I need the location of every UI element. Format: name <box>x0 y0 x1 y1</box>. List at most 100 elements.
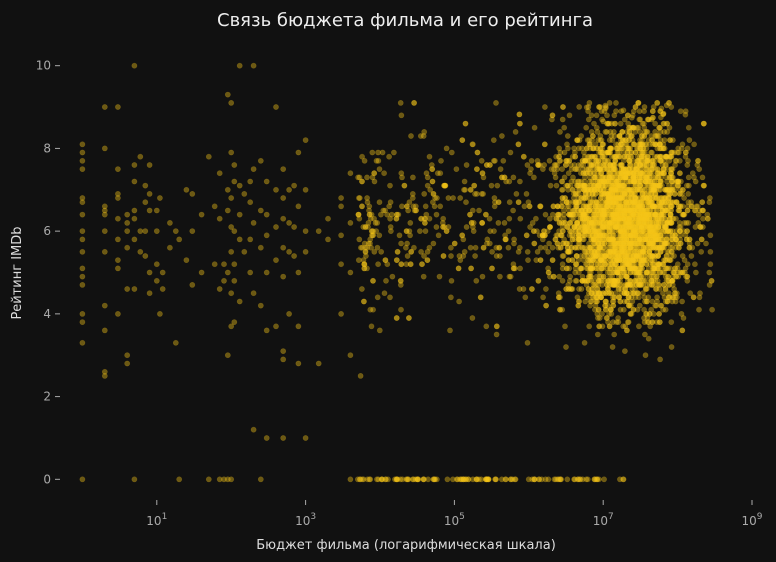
data-point <box>221 277 227 284</box>
data-point <box>540 294 546 301</box>
data-point <box>600 273 607 280</box>
data-point <box>358 286 365 292</box>
data-point <box>609 153 615 160</box>
data-point <box>620 107 627 114</box>
data-point <box>701 120 707 127</box>
data-point <box>643 224 650 230</box>
data-point <box>621 211 628 218</box>
data-point <box>578 265 585 272</box>
data-point <box>115 236 121 243</box>
data-point <box>369 149 376 156</box>
data-point <box>561 124 568 131</box>
data-point <box>696 166 703 172</box>
data-point <box>612 207 619 214</box>
data-point <box>470 219 477 226</box>
data-point <box>375 149 381 156</box>
data-point <box>79 199 86 206</box>
data-point <box>399 174 405 181</box>
data-point <box>273 186 279 193</box>
data-point <box>665 195 672 201</box>
data-point <box>591 174 598 181</box>
data-point <box>643 174 650 181</box>
data-point <box>657 128 664 135</box>
data-point <box>398 261 405 268</box>
data-point <box>593 253 599 259</box>
data-point <box>635 203 642 210</box>
data-point <box>473 277 480 284</box>
data-point <box>707 248 714 255</box>
data-point <box>137 153 144 160</box>
data-point <box>224 91 231 98</box>
data-point <box>668 219 674 226</box>
data-point <box>569 286 576 292</box>
data-point <box>430 240 437 247</box>
data-point <box>583 104 590 111</box>
data-point <box>419 261 425 268</box>
data-point <box>370 228 376 234</box>
data-point <box>610 236 616 243</box>
data-point <box>599 203 606 210</box>
data-point <box>639 207 646 214</box>
data-point <box>653 273 660 280</box>
data-point <box>650 265 657 272</box>
data-point <box>510 207 516 214</box>
data-point <box>571 207 577 214</box>
data-point <box>586 244 593 251</box>
data-point <box>641 108 647 115</box>
data-point <box>678 310 685 317</box>
data-point <box>593 273 600 280</box>
data-point <box>636 253 643 259</box>
data-point <box>650 203 657 210</box>
data-point <box>643 261 650 268</box>
data-point <box>579 145 585 152</box>
data-point <box>594 182 601 189</box>
data-point <box>677 232 684 239</box>
data-point <box>611 331 618 338</box>
data-point <box>640 281 646 288</box>
data-point <box>606 232 613 239</box>
data-point <box>498 133 505 139</box>
data-point <box>700 207 706 214</box>
data-point <box>142 228 149 234</box>
data-point <box>488 182 495 189</box>
data-point <box>630 211 636 218</box>
data-point <box>172 228 179 234</box>
data-point <box>661 215 668 222</box>
data-point <box>473 166 480 172</box>
data-point <box>635 124 642 131</box>
data-point <box>654 145 661 152</box>
data-point <box>615 319 622 325</box>
data-point <box>664 178 670 185</box>
data-point <box>302 137 309 143</box>
data-point <box>575 182 582 189</box>
data-point <box>79 211 86 218</box>
data-point <box>647 244 654 251</box>
data-point <box>613 195 620 201</box>
data-point <box>503 236 509 243</box>
data-point <box>228 248 235 255</box>
data-point <box>459 232 466 239</box>
data-point <box>629 199 636 206</box>
data-point <box>615 203 622 210</box>
data-point <box>639 141 646 148</box>
data-point <box>493 331 500 338</box>
data-point <box>79 273 86 280</box>
data-point <box>668 253 675 259</box>
data-point <box>456 298 462 305</box>
data-point <box>673 215 679 222</box>
data-point <box>619 228 626 234</box>
data-point <box>656 310 662 317</box>
data-point <box>660 166 667 172</box>
data-point <box>559 186 565 193</box>
data-point <box>656 281 663 288</box>
data-point <box>638 228 645 234</box>
x-tick-exponent: 5 <box>459 512 465 522</box>
data-point <box>366 207 372 214</box>
data-point <box>605 195 612 201</box>
data-point <box>355 195 362 201</box>
data-point <box>579 166 586 172</box>
data-point <box>631 170 637 177</box>
data-point <box>662 228 669 234</box>
data-point <box>651 265 658 272</box>
data-point <box>608 186 615 193</box>
